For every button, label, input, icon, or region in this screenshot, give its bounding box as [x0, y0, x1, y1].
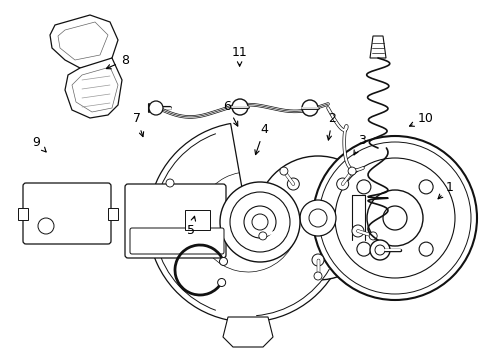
Circle shape [219, 257, 227, 265]
Circle shape [229, 192, 289, 252]
Polygon shape [223, 317, 272, 347]
Bar [18, 208, 28, 220]
Circle shape [418, 242, 432, 256]
Text: 4: 4 [254, 123, 267, 154]
Circle shape [279, 167, 287, 175]
Text: 8: 8 [106, 54, 128, 69]
Circle shape [258, 232, 266, 240]
Wedge shape [247, 222, 329, 316]
Circle shape [369, 240, 389, 260]
Text: 9: 9 [33, 136, 46, 152]
FancyBboxPatch shape [23, 183, 111, 244]
Circle shape [251, 214, 267, 230]
Circle shape [308, 209, 326, 227]
Circle shape [334, 158, 454, 278]
Circle shape [302, 100, 317, 116]
Polygon shape [58, 22, 108, 60]
Text: 3: 3 [353, 134, 365, 155]
Circle shape [220, 182, 299, 262]
Circle shape [231, 99, 247, 115]
Circle shape [311, 254, 324, 266]
Circle shape [374, 245, 384, 255]
Circle shape [299, 200, 335, 236]
Circle shape [149, 101, 163, 115]
Circle shape [271, 225, 284, 237]
Circle shape [165, 179, 174, 187]
Bar [184, 210, 209, 230]
Circle shape [336, 178, 348, 190]
Wedge shape [157, 222, 247, 310]
Circle shape [366, 190, 422, 246]
Text: 6: 6 [223, 100, 237, 126]
Wedge shape [157, 134, 247, 222]
Polygon shape [369, 36, 385, 58]
Circle shape [418, 180, 432, 194]
Text: 11: 11 [231, 46, 247, 66]
Polygon shape [72, 67, 118, 112]
Bar [108, 208, 118, 220]
Circle shape [368, 232, 376, 240]
Circle shape [313, 272, 321, 280]
Text: 7: 7 [133, 112, 143, 136]
Polygon shape [65, 58, 122, 118]
Circle shape [287, 178, 299, 190]
Circle shape [217, 279, 225, 287]
Circle shape [244, 206, 275, 238]
Circle shape [356, 180, 370, 194]
FancyBboxPatch shape [125, 184, 225, 258]
Circle shape [351, 225, 363, 237]
Wedge shape [148, 123, 347, 322]
Circle shape [382, 206, 406, 230]
FancyBboxPatch shape [130, 228, 224, 254]
Circle shape [347, 167, 355, 175]
Circle shape [318, 142, 470, 294]
Text: 10: 10 [408, 112, 432, 126]
Text: 2: 2 [326, 112, 336, 140]
Circle shape [312, 136, 476, 300]
Text: 1: 1 [437, 181, 453, 199]
Polygon shape [50, 15, 118, 68]
Circle shape [256, 156, 379, 280]
Text: 5: 5 [186, 216, 195, 237]
Circle shape [38, 218, 54, 234]
Circle shape [356, 242, 370, 256]
